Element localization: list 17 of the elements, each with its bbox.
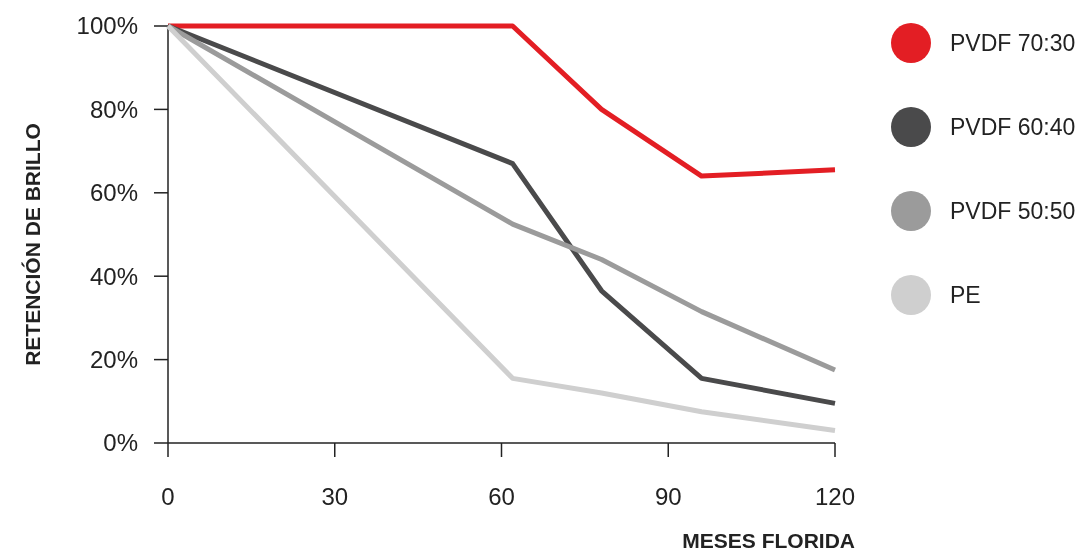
x-tick-label: 60 <box>488 483 515 510</box>
legend-label: PE <box>950 282 981 309</box>
y-tick-label: 40% <box>89 262 138 290</box>
x-tick-label: 0 <box>161 483 175 510</box>
y-tick-label: 20% <box>89 346 138 373</box>
y-tick-label: 0% <box>103 429 138 457</box>
y-tick-label: 100% <box>76 12 138 40</box>
legend-label: PVDF 60:40 <box>950 114 1076 141</box>
x-tick-label: 90 <box>654 483 682 510</box>
x-axis-title: MESES FLORIDA <box>682 529 855 552</box>
y-tick-label: 80% <box>89 95 138 123</box>
legend-label: PVDF 70:30 <box>950 30 1076 57</box>
x-tick-label: 120 <box>814 483 856 510</box>
y-tick-label: 60% <box>89 179 138 207</box>
y-axis-title: RETENCIÓN DE BRILLO <box>21 123 44 366</box>
legend-label: PVDF 50:50 <box>950 198 1076 225</box>
x-tick-label: 30 <box>321 483 349 510</box>
